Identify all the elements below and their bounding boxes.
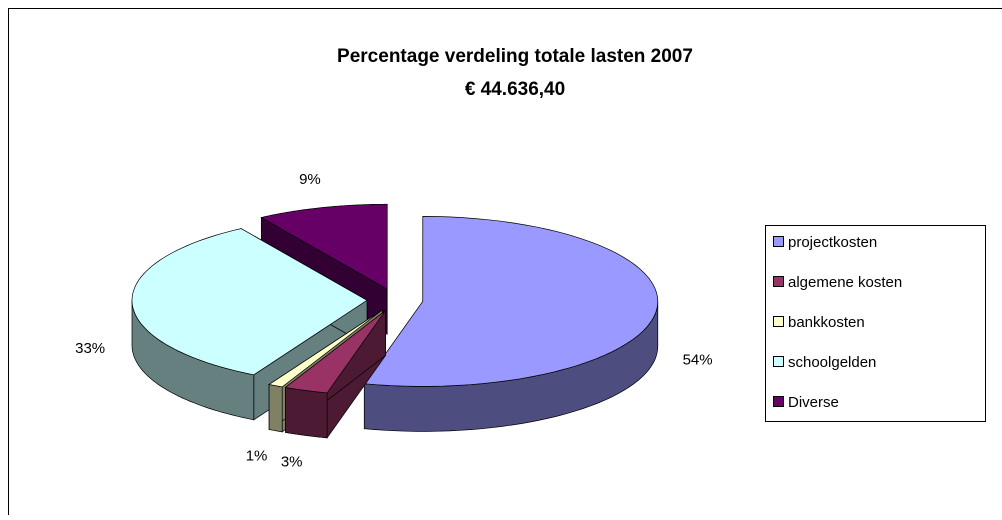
legend-swatch [774, 357, 784, 367]
legend-swatch [774, 237, 784, 247]
data-label: 9% [299, 171, 321, 188]
slice-wall [286, 387, 328, 438]
data-label: 54% [683, 352, 713, 369]
data-label: 33% [75, 340, 105, 357]
legend-swatch [774, 397, 784, 407]
data-label: 3% [281, 454, 303, 471]
legend-swatch [774, 277, 784, 287]
legend-label: schoolgelden [788, 354, 876, 371]
legend-label: Diverse [788, 394, 839, 411]
legend-label: bankkosten [788, 314, 865, 331]
legend-label: projectkosten [788, 234, 877, 251]
chart-title: Percentage verdeling totale lasten 2007 [337, 46, 693, 67]
legend-label: algemene kosten [788, 274, 902, 291]
legend-swatch [774, 317, 784, 327]
chart-subtitle: € 44.636,40 [465, 79, 565, 100]
data-label: 1% [246, 447, 268, 464]
slice-wall [269, 385, 282, 432]
